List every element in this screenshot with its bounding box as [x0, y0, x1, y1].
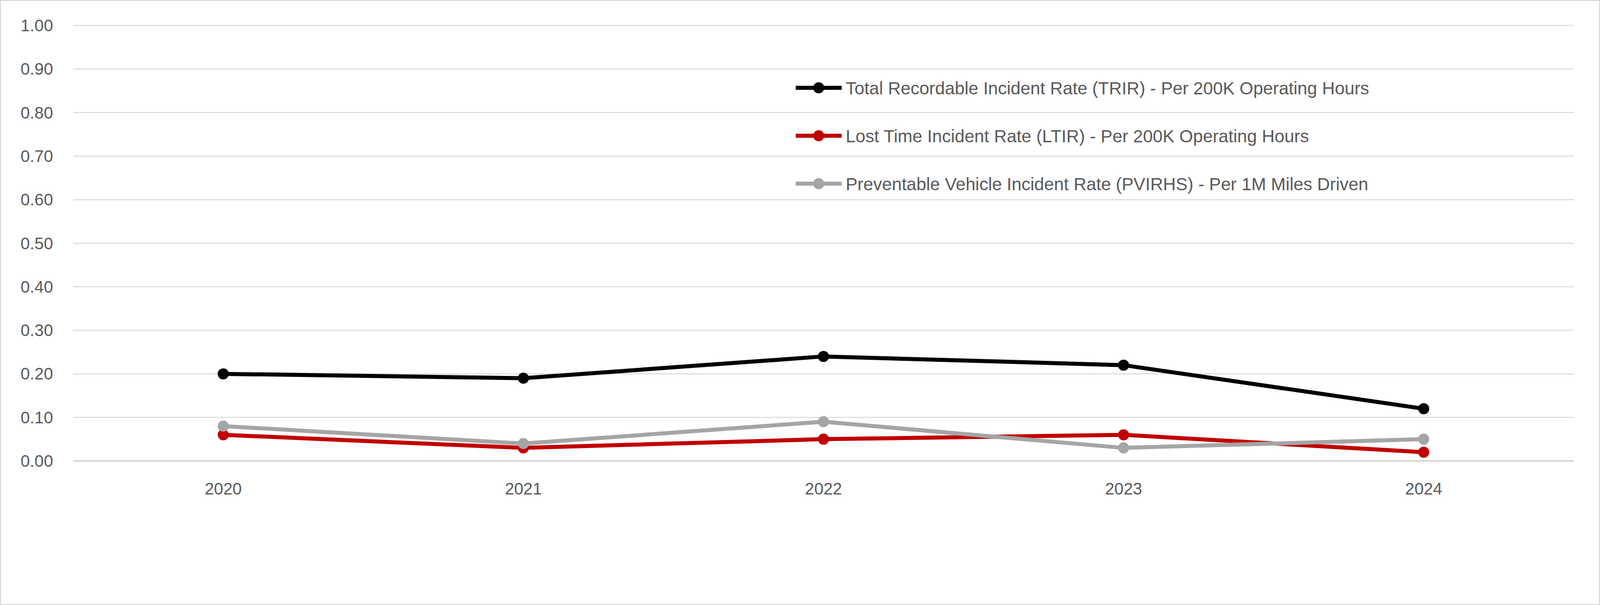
grid-line: [73, 112, 1574, 114]
y-tick-label: 0.70: [20, 146, 54, 166]
marker: [1418, 433, 1430, 445]
x-tick-label: 2022: [804, 479, 842, 499]
x-tick-label: 2020: [204, 479, 242, 499]
y-axis: 0.00 0.10 0.20 0.30 0.40 0.50 0.60 0.70 0.80 0.90…: [20, 16, 1574, 471]
x-axis: 2020 2021 2022 2023 2024: [204, 479, 1442, 499]
grid-line: [73, 286, 1574, 288]
legend-marker: [813, 130, 825, 142]
y-tick-label: 0.90: [20, 59, 54, 79]
x-tick-label: 2023: [1105, 479, 1143, 499]
grid-line: [73, 68, 1574, 70]
y-tick-label: 0.20: [20, 364, 54, 384]
legend-label: Preventable Vehicle Incident Rate (PVIRH…: [845, 174, 1369, 194]
series: [217, 416, 1430, 454]
marker: [1117, 429, 1129, 441]
legend-label: Lost Time Incident Rate (LTIR) - Per 200…: [845, 126, 1310, 146]
grid-line: [73, 330, 1574, 332]
y-tick-label: 0.30: [20, 321, 54, 340]
grid-line: [73, 460, 1574, 462]
marker: [817, 433, 830, 445]
grid-line: [73, 199, 1574, 201]
y-tick-label: 0.60: [20, 190, 54, 210]
legend-marker: [813, 82, 825, 94]
marker: [1117, 442, 1129, 454]
grid-line: [73, 155, 1574, 157]
marker: [1117, 359, 1129, 372]
grid-line: [73, 25, 1574, 27]
marker: [1418, 446, 1430, 458]
series: [217, 350, 1430, 415]
marker: [217, 368, 229, 380]
marker: [217, 420, 229, 432]
legend: Total Recordable Incident Rate (TRIR) - …: [795, 78, 1370, 194]
y-tick-label: 0.80: [20, 103, 54, 123]
x-tick-label: 2021: [504, 479, 542, 499]
x-tick-label: 2024: [1405, 479, 1442, 499]
series-line: [223, 356, 1424, 409]
y-tick-label: 0.40: [20, 277, 54, 297]
y-tick-label: 0.10: [20, 408, 54, 428]
chart-frame: [0, 0, 1600, 605]
marker: [817, 350, 830, 363]
legend-label: Total Recordable Incident Rate (TRIR) - …: [845, 78, 1370, 98]
y-tick-label: 0.50: [20, 234, 54, 253]
grid-line: [73, 242, 1574, 244]
legend-marker: [813, 178, 825, 190]
y-tick-label: 0.00: [20, 451, 54, 471]
marker: [518, 373, 530, 385]
marker: [1418, 403, 1430, 415]
plot-area: [217, 350, 1430, 458]
marker: [518, 438, 530, 450]
marker: [817, 416, 830, 428]
chart: 0.00 0.10 0.20 0.30 0.40 0.50 0.60 0.70 0.80 0.90…: [0, 0, 1600, 605]
y-tick-label: 1.00: [20, 16, 54, 35]
